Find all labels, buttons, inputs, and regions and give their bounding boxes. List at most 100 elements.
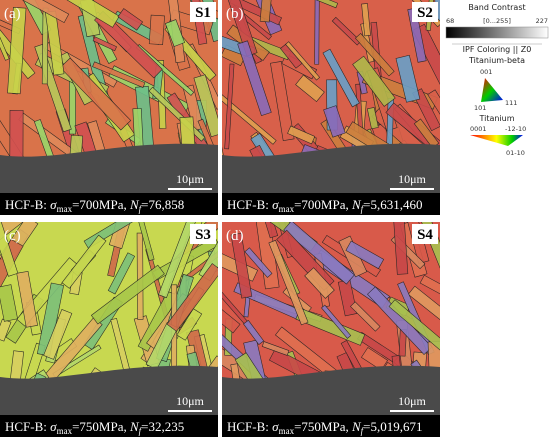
panel-label: (d) <box>226 228 244 244</box>
legend-title: Band Contrast <box>468 3 525 12</box>
caption: HCF-B: σmax=700MPa, Nf=76,858 <box>5 197 184 214</box>
ipf-title: IPF Coloring || Z0 <box>463 45 532 54</box>
grain <box>43 309 73 360</box>
grain <box>323 105 346 138</box>
panel: HCF-B: σmax=700MPa, Nf=5,631,460 (b) S2 10μ… <box>222 0 440 215</box>
grain <box>350 301 381 332</box>
legend-range: [0...255] <box>483 17 511 25</box>
grain <box>295 74 325 103</box>
grain <box>322 48 360 108</box>
alpha-bottom: 01-10 <box>506 149 525 157</box>
grain <box>315 0 339 9</box>
caption-part: σ <box>50 419 57 434</box>
grain <box>407 285 440 321</box>
unindexed-region <box>0 365 218 415</box>
caption-part: =700MPa, <box>72 197 130 212</box>
caption: HCF-B: σmax=750MPa, Nf=5,019,671 <box>227 419 423 436</box>
caption-part: f <box>139 204 143 214</box>
grain <box>304 267 335 299</box>
caption-part: =76,858 <box>141 197 184 212</box>
scale-label: 10μm <box>398 172 426 186</box>
sample-box <box>190 2 216 22</box>
caption-bar <box>222 193 440 215</box>
panel: HCF-B: σmax=750MPa, Nf=32,235 (c) S3 10μm <box>0 222 218 437</box>
caption-part: f <box>139 426 143 436</box>
caption-part: f <box>361 426 365 436</box>
caption-bar <box>0 193 218 215</box>
caption: HCF-B: σmax=750MPa, Nf=32,235 <box>5 419 184 436</box>
caption-part: =700MPa, <box>294 197 352 212</box>
panel-label: (c) <box>4 228 21 244</box>
caption-part: N <box>129 197 140 212</box>
caption-part: HCF-B: <box>227 419 272 434</box>
grain <box>366 107 379 130</box>
grain <box>222 94 277 145</box>
grain <box>413 118 440 149</box>
caption-part: HCF-B: <box>227 197 272 212</box>
caption-part: HCF-B: <box>5 197 50 212</box>
grain <box>138 222 155 262</box>
grain <box>395 54 421 103</box>
grain <box>148 14 165 45</box>
grain <box>360 347 389 371</box>
unindexed-region <box>222 365 440 415</box>
grain <box>7 6 27 95</box>
panel: HCF-B: σmax=750MPa, Nf=5,019,671 (d) S4 10μ… <box>222 222 440 437</box>
legend-min: 68 <box>446 17 454 25</box>
grain <box>352 55 396 107</box>
alpha-triangle <box>470 135 523 146</box>
beta-triangle <box>481 78 503 102</box>
contrast-bar <box>445 26 549 39</box>
panel: HCF-B: σmax=700MPa, Nf=76,858 (a) S1 10μm <box>0 0 218 215</box>
caption-part: max <box>57 204 73 214</box>
caption-part: N <box>351 419 362 434</box>
grain <box>345 240 385 270</box>
legend: Band Contrast 68 [0...255] 227 IPF Color… <box>445 3 549 157</box>
grain <box>261 341 290 356</box>
grain <box>0 222 19 277</box>
grain <box>136 232 144 320</box>
grain <box>270 61 295 141</box>
grain <box>193 74 218 138</box>
grain <box>259 0 272 23</box>
scale-label: 10μm <box>176 394 204 408</box>
beta-right: 111 <box>505 99 517 107</box>
grain <box>264 222 279 239</box>
grain <box>427 89 440 115</box>
sample-id: S1 <box>195 5 211 21</box>
grain <box>385 102 440 156</box>
beta-top: 001 <box>480 68 492 76</box>
grain <box>338 235 368 278</box>
caption-part: f <box>361 204 365 214</box>
caption-part: max <box>279 426 295 436</box>
grain <box>227 0 258 57</box>
grain <box>268 239 309 326</box>
grain <box>243 319 265 345</box>
grain <box>92 61 146 88</box>
grain <box>321 304 352 339</box>
grain <box>0 318 12 342</box>
grain <box>361 3 371 37</box>
caption-part: σ <box>272 197 279 212</box>
grain <box>107 252 136 295</box>
caption-part: max <box>279 204 295 214</box>
caption-part: σ <box>272 419 279 434</box>
ebsd-map <box>222 0 440 193</box>
sample-id: S2 <box>417 5 433 21</box>
grain <box>0 284 18 322</box>
grain <box>354 33 395 77</box>
alpha-right: -12-10 <box>505 125 526 133</box>
grain <box>244 247 273 278</box>
caption-part: =5,019,671 <box>363 419 422 434</box>
caption: HCF-B: σmax=700MPa, Nf=5,631,460 <box>227 197 423 214</box>
grain <box>0 222 24 241</box>
caption-part: N <box>351 197 362 212</box>
scale-label: 10μm <box>398 394 426 408</box>
alpha-left: 0001 <box>470 125 487 133</box>
alpha-title: Titanium <box>478 114 514 123</box>
sample-box <box>412 2 438 22</box>
grain <box>166 263 218 332</box>
grain <box>314 0 320 65</box>
caption-part: max <box>57 426 73 436</box>
